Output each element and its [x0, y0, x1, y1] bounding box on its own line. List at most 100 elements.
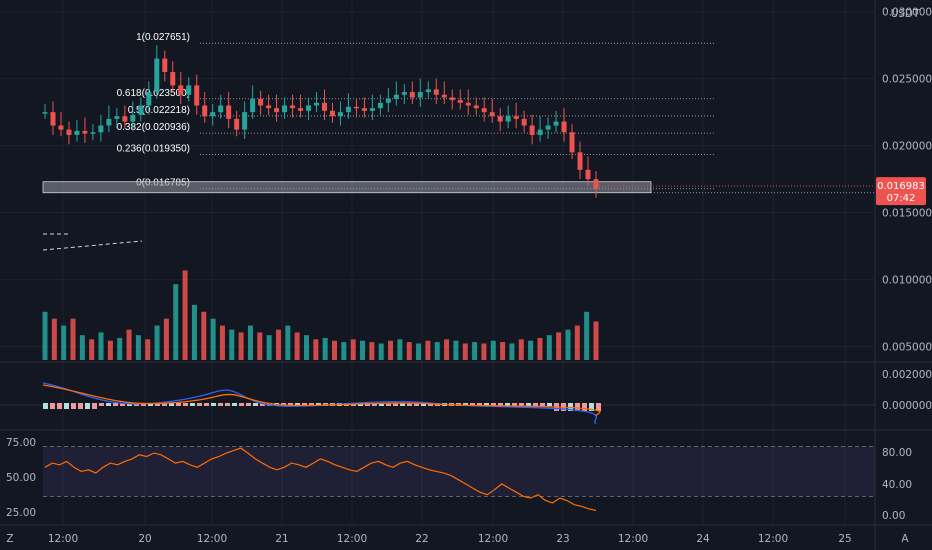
macd-histogram-bar [505, 403, 510, 406]
macd-axis-tick: 0.002000 [882, 369, 932, 381]
volume-bar [257, 332, 263, 360]
time-axis-tick: 12:00 [478, 533, 508, 545]
macd-histogram-bar [232, 403, 237, 406]
volume-bar [126, 329, 132, 360]
macd-histogram-bar [484, 403, 489, 406]
time-axis-tick: 12:00 [337, 533, 367, 545]
macd-histogram-bar [295, 403, 300, 406]
candle-body [329, 110, 335, 117]
volume-bar [191, 304, 197, 360]
volume-bar [388, 340, 394, 360]
fib-zero-band [42, 181, 652, 194]
macd-histogram-bar [57, 403, 62, 409]
volume-bar [285, 325, 291, 360]
candle-body [170, 71, 176, 86]
volume-bar [51, 318, 57, 360]
macd-histogram-bar [85, 403, 90, 409]
candle-body [250, 98, 256, 113]
macd-histogram-bar [470, 403, 475, 406]
macd-histogram-bar [92, 403, 97, 409]
candle-body [226, 105, 232, 119]
time-axis-tick: 24 [696, 533, 710, 545]
macd-histogram-bar [288, 403, 293, 406]
fib-level-label: 0.236(0.019350) [117, 143, 190, 154]
candle-body [401, 92, 407, 95]
volume-bar [303, 335, 309, 360]
candle-body [593, 179, 599, 189]
macd-histogram-bar [477, 403, 482, 406]
candle-body [385, 98, 391, 103]
rsi-axis-tick-left: 75.00 [6, 437, 36, 449]
volume-bar [163, 318, 169, 360]
candle-body [234, 118, 240, 130]
macd-histogram-bar [491, 403, 496, 406]
candle-body [282, 105, 288, 113]
volume-bar [528, 340, 534, 360]
candle-body [409, 92, 415, 98]
candle-body [393, 94, 399, 99]
candle-body [106, 118, 112, 126]
volume-bar [593, 321, 599, 360]
candle-body [321, 102, 327, 111]
countdown-value: 07:42 [887, 193, 916, 204]
candle-body [441, 94, 447, 98]
time-axis-tick: 12:00 [197, 533, 227, 545]
macd-histogram-bar [43, 403, 48, 409]
volume-bar [490, 340, 496, 360]
time-axis-tick: 22 [415, 533, 428, 545]
macd-histogram-bar [148, 403, 153, 406]
volume-bar [537, 337, 543, 360]
fib-level-label: 0.618(0.023500) [117, 88, 190, 99]
macd-histogram-bar [211, 403, 216, 406]
macd-histogram-bar [127, 403, 132, 406]
macd-histogram-bar [512, 403, 517, 406]
macd-histogram-bar [239, 403, 244, 406]
candle-body [497, 116, 503, 122]
time-axis-tick: 12:00 [48, 533, 78, 545]
volume-bar [238, 332, 244, 360]
volume-bar [584, 311, 590, 360]
rsi-axis-tick-left: 50.00 [6, 472, 36, 484]
candle-body [186, 85, 192, 95]
candle-body [290, 105, 296, 109]
macd-histogram-bar [596, 403, 601, 411]
volume-bar [462, 343, 468, 360]
volume-bar [332, 340, 338, 360]
volume-bar [444, 339, 450, 360]
price-axis-tick: 0.020000 [882, 141, 932, 153]
volume-bar [406, 342, 412, 360]
candle-body [561, 121, 567, 133]
macd-histogram-bar [218, 403, 223, 406]
candle-body [457, 100, 463, 103]
candle-body [162, 58, 168, 72]
candle-body [194, 85, 200, 106]
macd-group [43, 403, 601, 411]
volume-bar [434, 342, 440, 360]
macd-histogram-bar [582, 403, 587, 411]
candle-body [274, 108, 280, 113]
rsi-axis-tick-right: 0.00 [882, 510, 905, 522]
candle-body [473, 105, 479, 109]
fib-level-label: 0.382(0.020936) [117, 122, 190, 133]
price-axis-tick: 0.010000 [882, 275, 932, 287]
rsi-axis-tick-left: 25.00 [6, 507, 36, 519]
price-axis-tick: 0.015000 [882, 208, 932, 220]
candle-body [90, 132, 96, 134]
volume-bar [416, 343, 422, 360]
volume-bar [79, 335, 85, 360]
volume-bar [369, 342, 375, 360]
candle-body [138, 105, 144, 115]
volume-bar [425, 340, 431, 360]
candle-body [66, 129, 72, 135]
candle-body [489, 112, 495, 117]
last-price-tag [876, 177, 926, 206]
volume-bar [294, 332, 300, 360]
macd-histogram-bar [519, 403, 524, 406]
volume-bar [574, 325, 580, 360]
macd-histogram-bar [393, 403, 398, 406]
candle-body [242, 112, 248, 130]
macd-line [42, 382, 598, 425]
candle-body [505, 116, 511, 122]
macd-histogram-bar [246, 403, 251, 406]
